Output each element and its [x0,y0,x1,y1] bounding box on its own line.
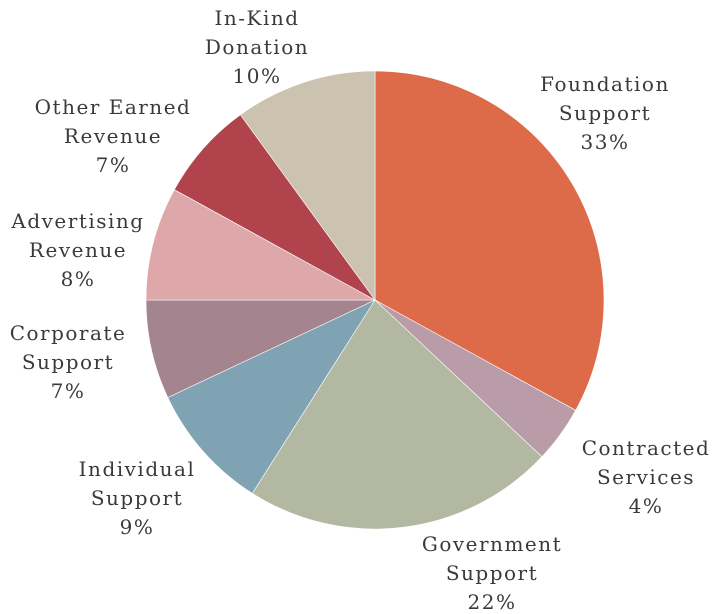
pie-label-percent: 7% [96,153,131,177]
pie-label-line: Contracted [582,436,711,460]
pie-label-line: Support [446,561,538,585]
pie-label-line: Support [91,486,183,510]
pie-label-corporate-support: Corporate Support 7% [10,321,127,403]
pie-label-other-earned-revenue: Other Earned Revenue 7% [35,95,192,177]
pie-label-percent: 22% [468,590,517,614]
pie-label-line: Advertising [10,209,144,233]
pie-label-line: Revenue [64,124,162,148]
pie-label-line: Other Earned [35,95,192,119]
pie-slices [145,70,605,530]
pie-label-foundation-support: Foundation Support 33% [540,72,670,154]
pie-slice-advertising-revenue [145,189,376,301]
pie-label-line: Support [22,350,114,374]
pie-slice-foundation-support [374,70,605,411]
pie-slice-in-kind-donation [239,70,376,301]
pie-slice-individual-support [167,299,376,494]
pie-label-percent: 7% [51,379,86,403]
pie-label-percent: 10% [233,64,282,88]
pie-label-percent: 8% [61,267,96,291]
pie-label-individual-support: Individual Support 9% [79,457,196,539]
pie-label-line: In-Kind [214,6,299,30]
pie-label-line: Revenue [29,238,127,262]
pie-label-line: Individual [79,457,196,481]
pie-label-in-kind-donation: In-Kind Donation 10% [205,6,309,88]
pie-label-line: Services [597,465,695,489]
pie-label-line: Government [422,532,562,556]
pie-label-percent: 9% [120,515,155,539]
pie-label-line: Support [559,101,651,125]
pie-label-percent: 33% [581,130,630,154]
pie-label-line: Corporate [10,321,127,345]
pie-label-percent: 4% [629,494,664,518]
pie-label-advertising-revenue: Advertising Revenue 8% [10,209,144,291]
pie-label-contracted-services: Contracted Services 4% [582,436,711,518]
pie-label-line: Donation [205,35,309,59]
pie-label-line: Foundation [540,72,670,96]
pie-slice-government-support [251,299,543,530]
pie-label-government-support: Government Support 22% [422,532,562,614]
pie-labels: Foundation Support 33% Contracted Services 4%… [10,6,711,614]
